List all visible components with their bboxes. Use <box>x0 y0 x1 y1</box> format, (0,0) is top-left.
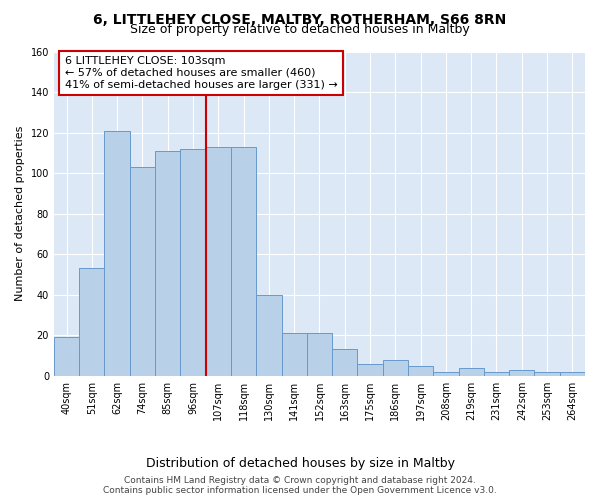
Text: 6, LITTLEHEY CLOSE, MALTBY, ROTHERHAM, S66 8RN: 6, LITTLEHEY CLOSE, MALTBY, ROTHERHAM, S… <box>94 12 506 26</box>
Y-axis label: Number of detached properties: Number of detached properties <box>15 126 25 302</box>
Bar <box>231 147 256 376</box>
Bar <box>54 338 79 376</box>
Bar <box>104 130 130 376</box>
Bar <box>332 350 358 376</box>
Bar <box>281 333 307 376</box>
Text: Distribution of detached houses by size in Maltby: Distribution of detached houses by size … <box>146 458 455 470</box>
Bar <box>484 372 509 376</box>
Text: Contains HM Land Registry data © Crown copyright and database right 2024.
Contai: Contains HM Land Registry data © Crown c… <box>103 476 497 495</box>
Bar <box>256 294 281 376</box>
Bar <box>458 368 484 376</box>
Bar <box>79 268 104 376</box>
Bar <box>433 372 458 376</box>
Bar <box>535 372 560 376</box>
Bar <box>383 360 408 376</box>
Bar <box>509 370 535 376</box>
Text: Size of property relative to detached houses in Maltby: Size of property relative to detached ho… <box>130 24 470 36</box>
Bar <box>206 147 231 376</box>
Bar <box>307 333 332 376</box>
Bar <box>560 372 585 376</box>
Bar <box>408 366 433 376</box>
Bar <box>130 167 155 376</box>
Text: 6 LITTLEHEY CLOSE: 103sqm
← 57% of detached houses are smaller (460)
41% of semi: 6 LITTLEHEY CLOSE: 103sqm ← 57% of detac… <box>65 56 337 90</box>
Bar <box>181 149 206 376</box>
Bar <box>358 364 383 376</box>
Bar <box>155 151 181 376</box>
